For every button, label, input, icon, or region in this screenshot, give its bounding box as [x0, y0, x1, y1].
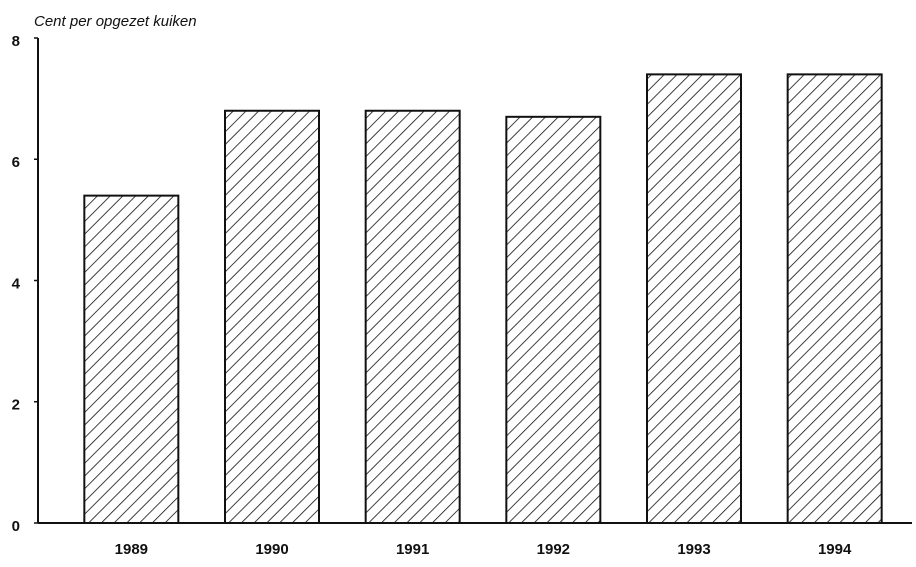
x-tick-label: 1992	[537, 541, 570, 558]
y-axis-title: Cent per opgezet kuiken	[34, 13, 197, 30]
x-tick-label: 1991	[396, 541, 429, 558]
bar	[364, 109, 461, 524]
y-tick-label: 8	[12, 33, 20, 50]
x-tick-label: 1993	[677, 541, 710, 558]
x-tick-label: 1989	[115, 541, 148, 558]
y-tick-label: 6	[12, 154, 20, 171]
bar	[224, 109, 320, 524]
y-tick-label: 4	[12, 275, 21, 292]
bar	[505, 115, 602, 524]
bar	[83, 194, 180, 524]
y-tick-label: 2	[12, 397, 20, 414]
bar	[646, 73, 742, 524]
x-tick-label: 1990	[255, 541, 288, 558]
x-tick-label: 1994	[818, 541, 852, 558]
bar	[786, 73, 883, 524]
y-tick-label: 0	[12, 518, 20, 535]
